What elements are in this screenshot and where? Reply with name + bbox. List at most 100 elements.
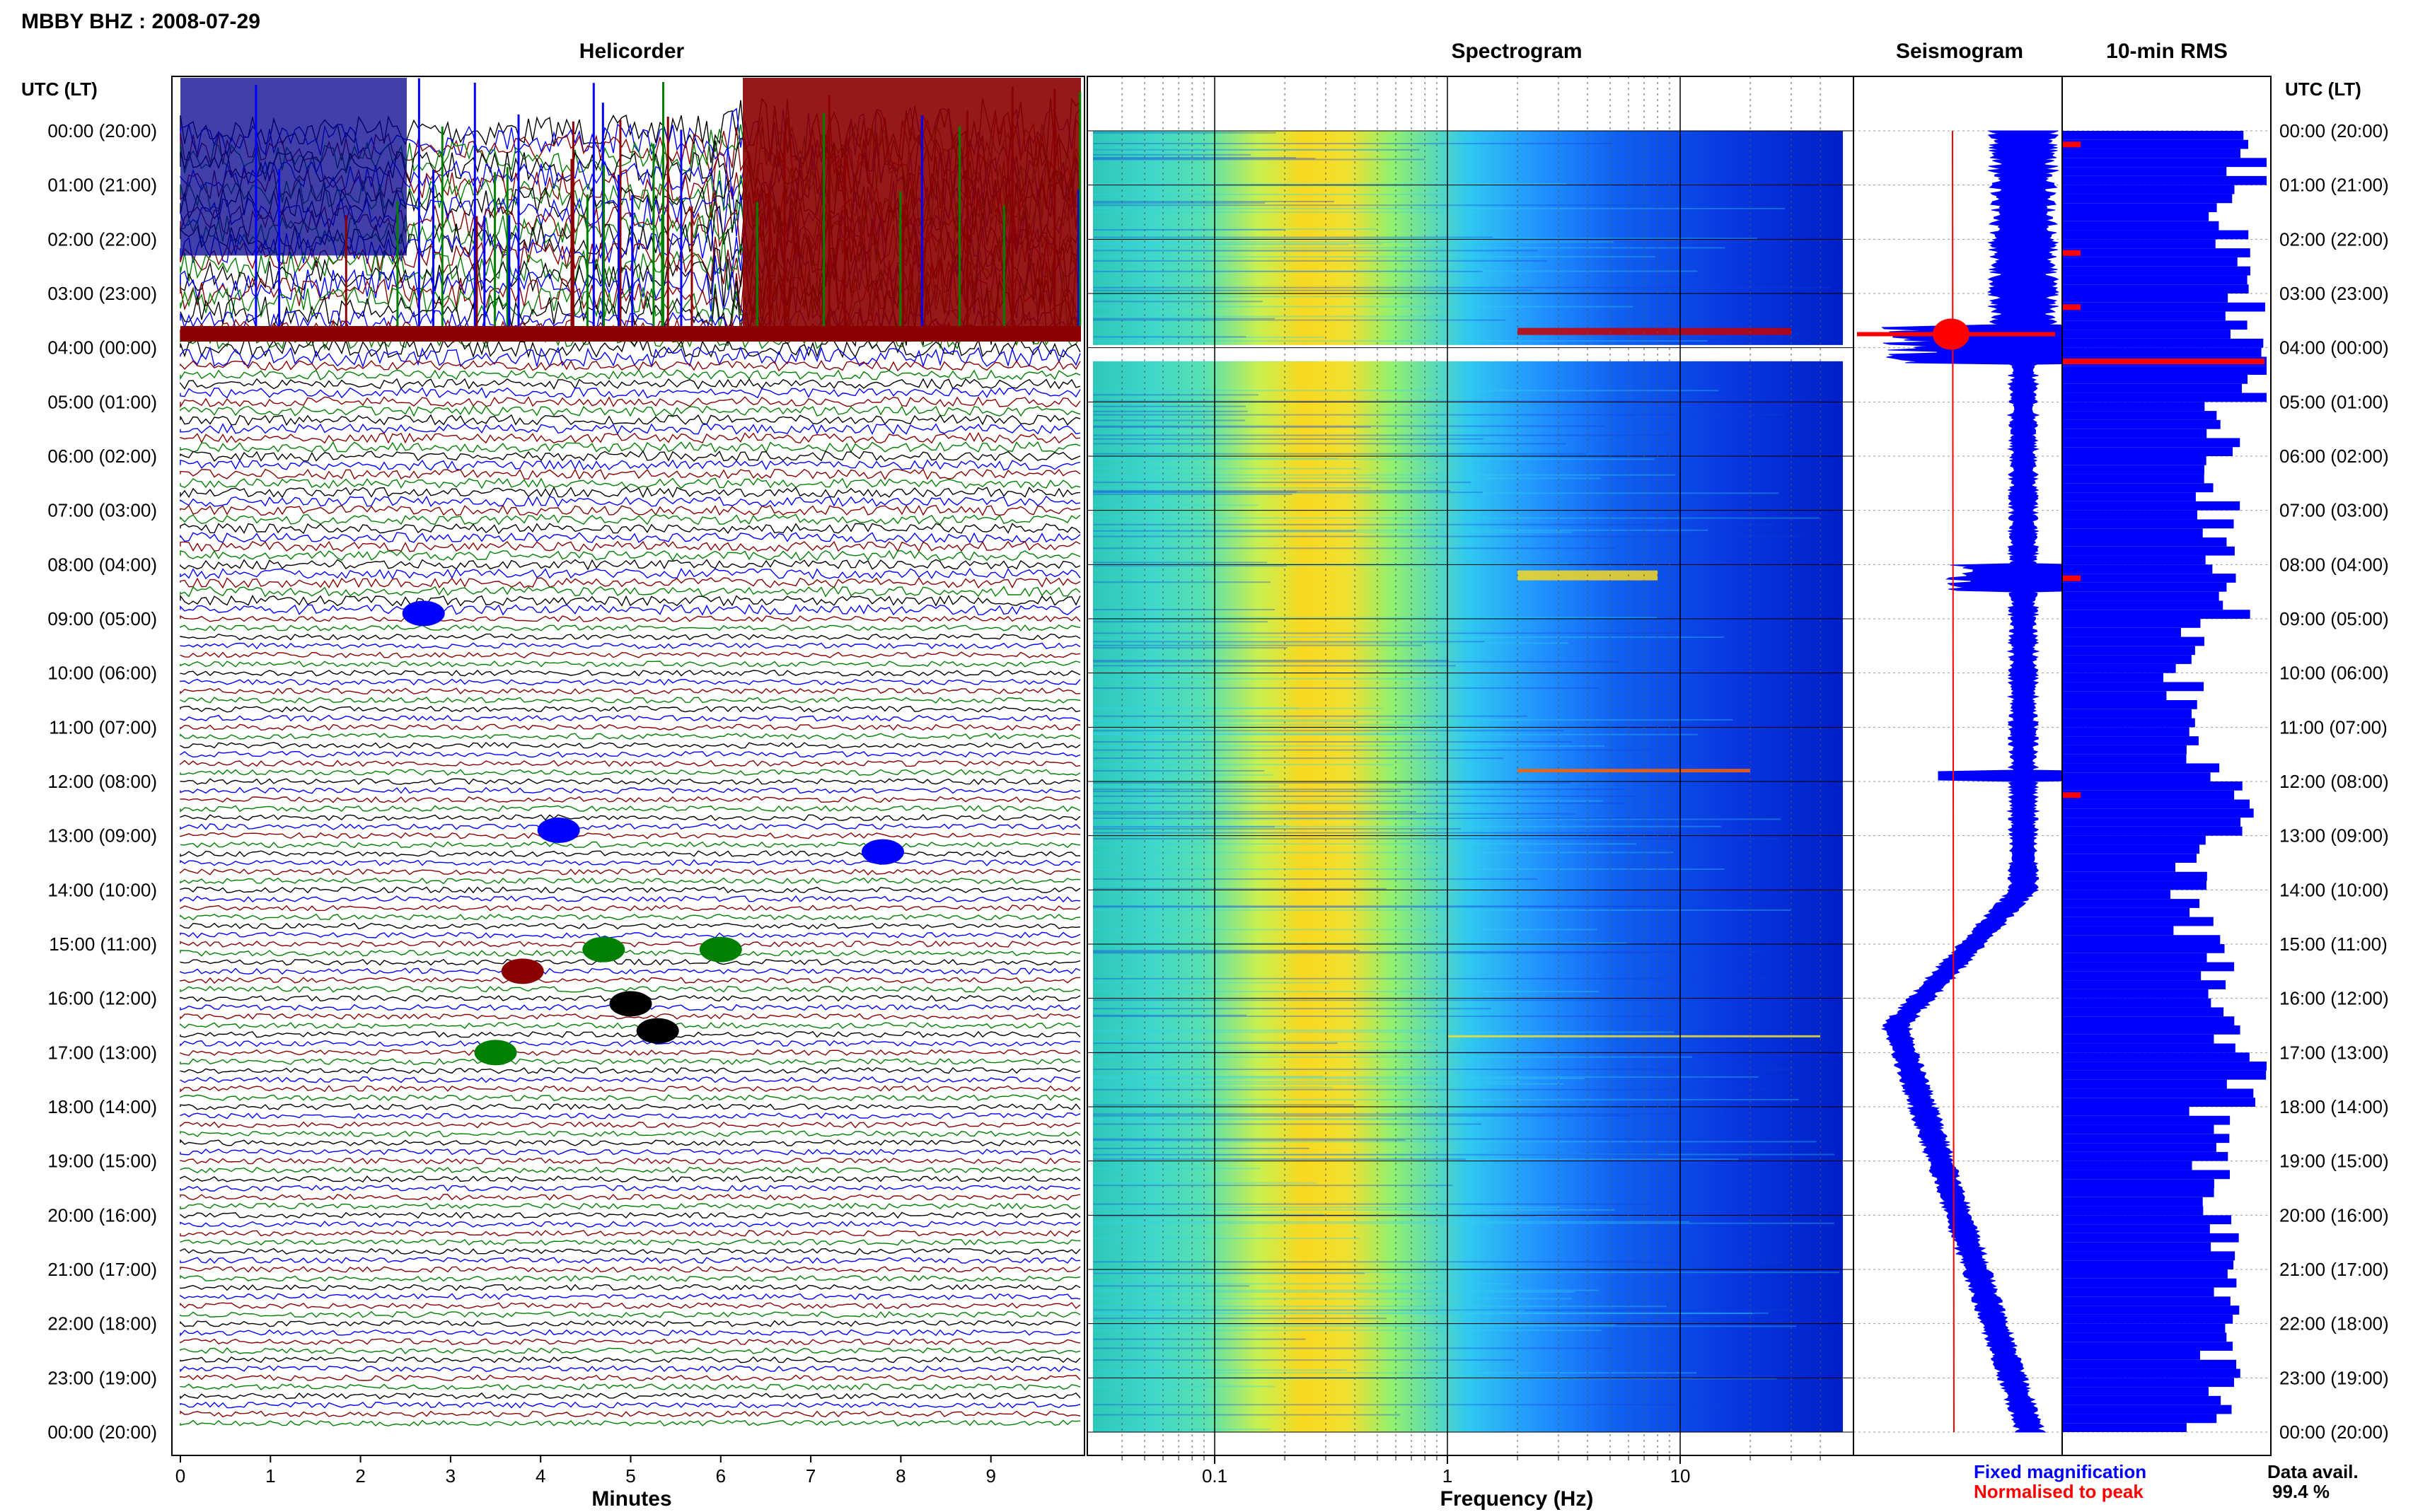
rms-bar: [2063, 1260, 2234, 1269]
spectrogram-row: [1093, 1298, 1572, 1300]
helicorder-trace-line: [180, 1248, 1081, 1255]
time-tick-label: 14:00 (10:00): [2279, 879, 2389, 900]
spectrogram-row: [1093, 1088, 1767, 1091]
rms-title: 10-min RMS: [2106, 40, 2228, 63]
spectrogram-row: [1093, 202, 1266, 204]
helicorder-trace-line: [180, 1166, 1081, 1174]
helicorder-trace-line: [180, 1139, 1081, 1146]
helicorder-tick-label: 7: [806, 1465, 816, 1487]
helicorder-panel: 0 1 2 3 4 5 6 7 8 9 Minutes: [171, 76, 1085, 1511]
rms-bar: [2063, 1007, 2224, 1017]
helicorder-trace-line: [180, 642, 1081, 650]
spectrogram-row: [1093, 149, 1420, 151]
helicorder-trace-line: [180, 1320, 1081, 1327]
rms-bar: [2063, 1405, 2232, 1414]
spectrogram-row: [1093, 785, 1279, 787]
helicorder-trace-line: [180, 1392, 1081, 1400]
spectrogram-row: [1093, 906, 1707, 908]
rms-bar: [2063, 302, 2265, 312]
spectrogram-row: [1093, 774, 1273, 776]
time-tick-label: 01:00 (21:00): [47, 175, 157, 196]
rms-bar: [2063, 627, 2181, 637]
helicorder-trace-line: [180, 949, 1081, 957]
helicorder-trace-line: [180, 540, 1081, 552]
rms-bar: [2063, 591, 2219, 601]
data-availability-value: 99.4 %: [2272, 1481, 2330, 1502]
rms-bar: [2063, 1387, 2209, 1396]
rms-bar: [2063, 456, 2206, 465]
spectrogram-row: [1093, 1040, 1438, 1042]
helicorder-trace-line: [180, 1374, 1081, 1382]
rms-peak-marker: [2063, 359, 2264, 364]
rms-bar: [2063, 1188, 2214, 1197]
helicorder-event: [861, 839, 904, 865]
rms-bar: [2063, 826, 2243, 836]
rms-bar: [2063, 330, 2231, 339]
time-tick-label: 00:00 (20:00): [2279, 1421, 2389, 1443]
helicorder-tick-label: 4: [536, 1465, 545, 1487]
spectrogram-row: [1093, 723, 1471, 726]
rms-bar: [2063, 1278, 2237, 1288]
spectrogram-energy-streak: [1447, 1035, 1821, 1037]
spectrogram-row: [1093, 157, 1297, 159]
helicorder-trace-line: [180, 651, 1081, 658]
time-tick-label: 23:00 (19:00): [2279, 1367, 2389, 1388]
spectrogram-row: [1093, 1283, 1512, 1285]
rms-bar: [2063, 474, 2204, 484]
spectrogram-row: [1093, 228, 1284, 231]
helicorder-trace-line: [180, 1365, 1081, 1373]
spectrogram-row: [1093, 1221, 1690, 1223]
spectrogram-row: [1093, 153, 1251, 156]
spectrogram-row: [1093, 565, 1287, 567]
time-tick-label: 19:00 (15:00): [2279, 1151, 2389, 1172]
spectrogram-frequency-ticks: 0.1 1 10: [1121, 1455, 1821, 1487]
rms-bar: [2063, 383, 2243, 393]
spectrogram-row: [1093, 740, 1573, 743]
rms-bar: [2063, 727, 2189, 737]
helicorder-trace-line: [180, 549, 1081, 562]
spectrogram-row: [1093, 1318, 1387, 1320]
helicorder-trace-line: [180, 495, 1081, 508]
spectrogram-row: [1093, 434, 1677, 436]
spectrogram-row: [1093, 1139, 1406, 1141]
spectrogram-row: [1093, 843, 1636, 845]
helicorder-trace-line: [180, 1022, 1081, 1029]
helicorder-trace-line: [180, 504, 1081, 516]
spectrogram-row: [1093, 715, 1527, 717]
spectrogram-row: [1093, 1185, 1453, 1187]
spectrogram-row: [1093, 906, 1516, 908]
rms-bar: [2063, 1251, 2235, 1261]
rms-bar: [2063, 366, 2267, 375]
spectrogram-row: [1093, 659, 1449, 661]
spectrogram-row: [1093, 296, 1474, 298]
spectrogram-row: [1093, 1115, 1630, 1117]
rms-bar: [2063, 863, 2176, 872]
spectrogram-row: [1093, 1029, 1462, 1031]
spectrogram-row: [1093, 950, 1360, 952]
spectrogram-row: [1093, 909, 1791, 912]
helicorder-trace-line: [180, 1202, 1081, 1210]
spectrogram-row: [1093, 193, 1447, 195]
time-tick-label: 09:00 (05:00): [47, 608, 157, 629]
rms-bar: [2063, 230, 2249, 240]
time-tick-label: 06:00 (02:00): [47, 446, 157, 467]
spectrogram-row: [1093, 795, 1637, 797]
spectrogram-row: [1093, 1313, 1753, 1315]
spectrogram-row: [1093, 340, 1708, 342]
rms-bar: [2063, 880, 2207, 890]
spectrogram-row: [1093, 950, 1762, 953]
helicorder-trace-line: [180, 1103, 1081, 1110]
rms-bar: [2063, 465, 2204, 475]
spectrogram-row: [1093, 1359, 1515, 1361]
helicorder-trace-line: [180, 450, 1081, 463]
helicorder-trace-line: [180, 769, 1081, 776]
rms-bar: [2063, 818, 2241, 827]
helicorder-trace-line: [180, 633, 1081, 641]
rms-bar: [2063, 1242, 2211, 1252]
rms-bar: [2063, 175, 2267, 185]
rms-bar: [2063, 1025, 2240, 1035]
helicorder-trace-line: [180, 1112, 1081, 1120]
spectrogram-row: [1093, 1077, 1585, 1079]
spectrogram-row: [1093, 158, 1425, 161]
rms-bar: [2063, 1052, 2250, 1062]
